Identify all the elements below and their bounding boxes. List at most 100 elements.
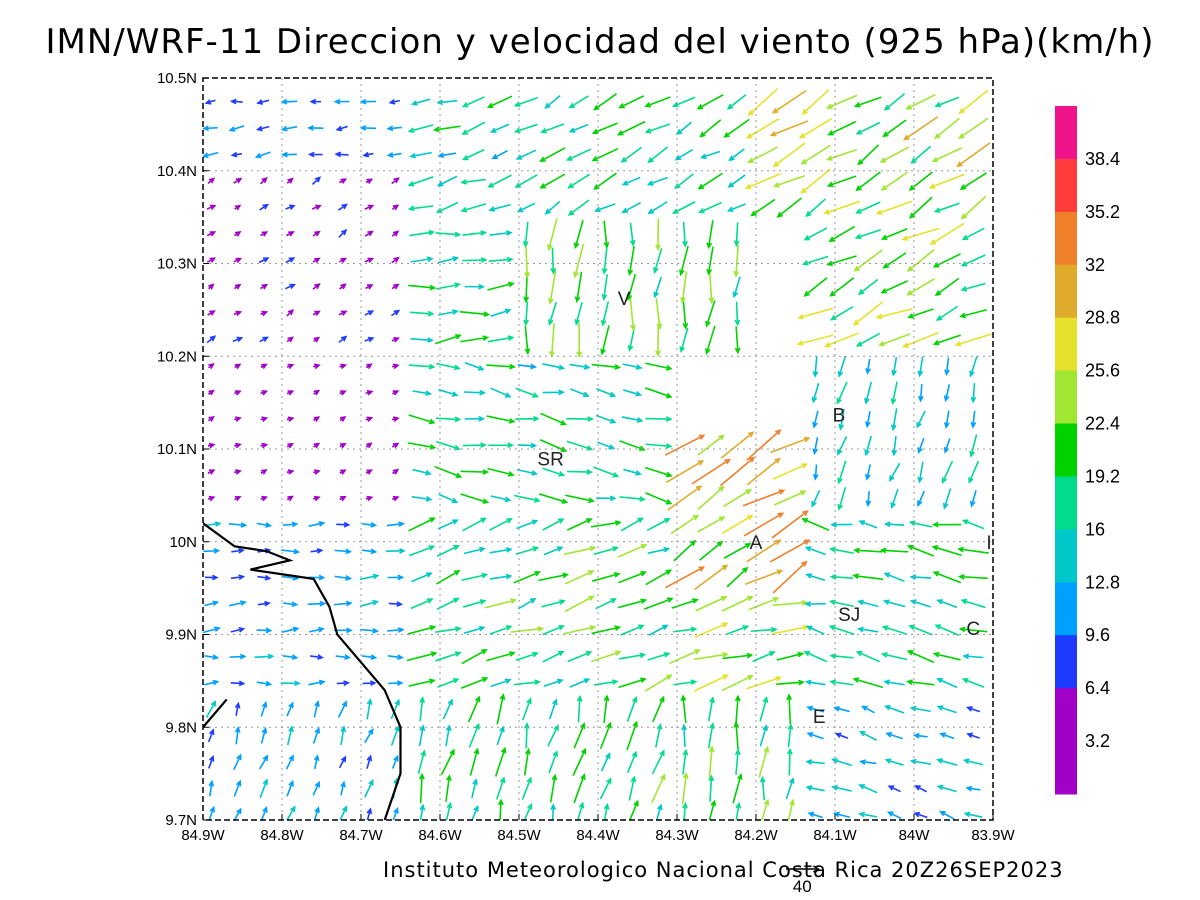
wind-vector-head — [807, 811, 815, 818]
wind-vector-head — [657, 803, 663, 811]
wind-vector-head — [853, 265, 860, 272]
wind-vector — [884, 93, 906, 111]
wind-vector — [204, 680, 218, 686]
wind-vector-head — [709, 696, 715, 704]
colorbar-label: 38.4 — [1085, 149, 1120, 169]
y-tick-label: 9.9N — [165, 627, 197, 644]
wind-vector — [964, 759, 984, 766]
wind-vector-head — [261, 416, 269, 422]
wind-vector-head — [534, 571, 542, 577]
wind-vector-head — [260, 469, 268, 475]
wind-vector-head — [531, 519, 539, 525]
wind-vector-head — [419, 696, 426, 704]
wind-vector-head — [419, 772, 425, 780]
wind-vector-head — [318, 679, 326, 686]
wind-vector — [360, 628, 378, 632]
wind-vector-head — [674, 154, 682, 161]
wind-vector — [595, 414, 616, 424]
wind-vector — [646, 123, 671, 133]
wind-vector-head — [589, 545, 597, 552]
reference-vector: 40 — [786, 865, 820, 896]
wind-vector-head — [941, 477, 947, 484]
wind-vector — [903, 331, 939, 348]
wind-vector-head — [805, 759, 813, 765]
wind-vector-head — [534, 497, 541, 503]
wind-vector-head — [504, 392, 512, 398]
wind-vector-head — [621, 180, 629, 186]
wind-vector-head — [958, 133, 965, 139]
wind-vector — [282, 602, 297, 606]
wind-vector-head — [883, 572, 891, 578]
wind-vector — [669, 649, 700, 665]
wind-vector-head — [931, 521, 939, 528]
wind-vector — [390, 726, 400, 746]
wind-vector — [204, 601, 218, 607]
wind-vector — [644, 674, 672, 692]
wind-vector — [359, 600, 378, 607]
wind-vector-head — [694, 649, 701, 655]
wind-vector — [752, 651, 775, 663]
colorbar-segment — [1055, 423, 1077, 477]
wind-vector — [648, 624, 668, 636]
wind-vector-head — [614, 364, 622, 370]
wind-vector — [410, 598, 433, 610]
wind-vector-head — [544, 208, 551, 215]
y-tick-label: 10N — [169, 534, 197, 551]
wind-vector-head — [319, 600, 327, 607]
wind-vector — [935, 277, 960, 296]
wind-vector — [700, 119, 722, 138]
wind-vector-head — [852, 677, 860, 683]
wind-vector — [517, 444, 536, 447]
wind-vector-head — [451, 391, 459, 397]
wind-vector-head — [481, 676, 489, 683]
wind-vector-head — [234, 725, 241, 733]
wind-vector-head — [875, 313, 883, 320]
wind-vector — [548, 218, 558, 250]
wind-vector — [462, 444, 486, 447]
wind-vector-head — [746, 514, 754, 521]
wind-vector — [334, 549, 351, 553]
wind-vector — [944, 438, 951, 453]
wind-vector-head — [699, 153, 707, 159]
wind-vector — [804, 227, 828, 241]
wind-vector-head — [960, 213, 968, 220]
wind-vector-head — [287, 390, 295, 396]
wind-vector — [829, 225, 856, 242]
wind-vector-head — [386, 125, 394, 132]
wind-vector-head — [393, 309, 401, 316]
wind-vector-head — [887, 785, 895, 791]
wind-vector-head — [934, 101, 942, 108]
wind-vector-head — [280, 98, 288, 105]
wind-vector-head — [209, 204, 217, 211]
wind-vector-head — [532, 651, 539, 658]
wind-vector-head — [523, 319, 529, 327]
wind-vector — [787, 724, 792, 748]
wind-vector-head — [449, 748, 455, 756]
wind-vector — [207, 729, 214, 743]
wind-vector-head — [698, 566, 706, 572]
wind-vector — [883, 625, 907, 635]
wind-vector — [934, 334, 961, 345]
wind-vector-head — [309, 98, 317, 105]
wind-vector — [664, 434, 705, 456]
x-tick-label: 84.5W — [497, 827, 541, 844]
wind-vector — [707, 723, 714, 749]
wind-vector — [961, 282, 986, 291]
wind-vector-head — [234, 496, 242, 502]
wind-vector — [691, 459, 730, 485]
wind-vector-head — [587, 416, 594, 422]
wind-vector-head — [366, 363, 373, 370]
wind-vector — [260, 702, 267, 717]
wind-vector — [865, 435, 872, 455]
wind-vector — [803, 255, 829, 265]
wind-vector — [652, 697, 665, 723]
wind-vector — [911, 576, 932, 579]
wind-vector-head — [879, 157, 887, 163]
wind-vector-head — [530, 363, 537, 370]
wind-vector — [882, 228, 908, 240]
wind-vector-head — [966, 732, 974, 739]
wind-vector — [938, 705, 957, 714]
wind-vector-head — [486, 102, 494, 109]
wind-vector-head — [314, 726, 321, 734]
wind-vector — [489, 203, 511, 211]
